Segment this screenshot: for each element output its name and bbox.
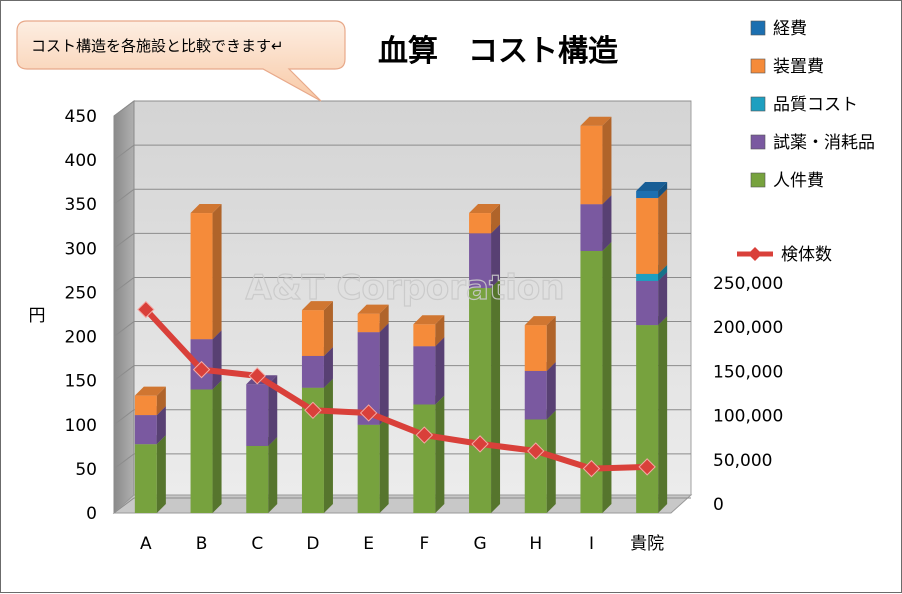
gridline xyxy=(113,232,691,249)
legend-swatch xyxy=(750,134,766,150)
y2-tick-label: 150,000 xyxy=(713,362,783,382)
x-tick-label: F xyxy=(419,534,429,554)
bar-segment xyxy=(524,410,556,513)
bar-segment xyxy=(469,204,501,234)
y2-tick-label: 200,000 xyxy=(713,318,783,338)
y-tick-label: 450 xyxy=(65,107,97,127)
x-tick-label: 貴院 xyxy=(630,534,664,554)
y2-tick-label: 250,000 xyxy=(713,274,783,294)
chart-title: 血算 コスト構造 xyxy=(378,34,618,69)
bar-segment xyxy=(246,436,278,513)
stacked-bars xyxy=(134,116,668,514)
legend-swatch xyxy=(750,96,766,112)
y2-tick-label: 50,000 xyxy=(713,451,772,471)
y-axis-secondary: 0 50,000 100,000 150,000 200,000 250,000 xyxy=(713,274,783,515)
y-tick-label: 50 xyxy=(75,460,97,480)
line-marker xyxy=(527,442,545,460)
bar-segment xyxy=(301,301,333,356)
gridline xyxy=(113,497,691,514)
bar-segment xyxy=(469,279,501,513)
bar-segment xyxy=(413,337,445,405)
plot-side-wall xyxy=(113,100,135,515)
legend-label: 経費 xyxy=(773,19,807,39)
legend-swatch xyxy=(750,20,766,36)
bar-segment xyxy=(413,315,445,347)
line-marker xyxy=(248,367,266,385)
y-tick-label: 200 xyxy=(65,328,97,348)
legend-label: 人件費 xyxy=(773,171,824,191)
y-tick-label: 300 xyxy=(65,239,97,259)
line-marker xyxy=(137,300,155,319)
bar-segment xyxy=(524,316,556,371)
bar-segment xyxy=(524,361,556,420)
legend-line-marker xyxy=(748,247,762,261)
gridline xyxy=(113,144,691,161)
line-marker xyxy=(304,401,322,420)
line-marker xyxy=(582,459,601,478)
gridline xyxy=(113,453,691,470)
bar-segment xyxy=(580,116,612,205)
gridline xyxy=(113,409,691,426)
line-marker xyxy=(359,404,378,422)
x-tick-label: A xyxy=(140,534,152,554)
legend-label: 品質コスト xyxy=(773,95,858,115)
x-tick-label: E xyxy=(363,534,374,554)
legend-label: 装置費 xyxy=(773,57,824,77)
line-marker xyxy=(471,435,489,453)
legend-label: 試薬・消耗品 xyxy=(773,133,875,153)
legend-swatch xyxy=(750,172,766,188)
y-tick-label: 350 xyxy=(65,195,97,215)
y-axis-primary: 0 50 100 150 200 250 300 350 400 450 xyxy=(65,107,97,524)
x-tick-label: I xyxy=(589,534,594,554)
bar-segment xyxy=(190,380,222,513)
y2-tick-label: 100,000 xyxy=(713,407,783,427)
y-tick-label: 0 xyxy=(86,504,97,524)
line-marker xyxy=(638,458,656,476)
gridline xyxy=(113,276,691,293)
y-tick-label: 150 xyxy=(65,372,97,392)
gridline xyxy=(113,188,691,205)
bar-segment xyxy=(636,189,668,274)
gridline xyxy=(113,365,691,382)
line-marker xyxy=(192,360,211,379)
line-path xyxy=(142,306,651,472)
callout-text: コスト構造を各施設と比較できます↵ xyxy=(31,37,284,55)
bar-segment xyxy=(357,304,389,333)
gridline xyxy=(113,100,691,117)
line-marker xyxy=(415,426,434,444)
watermark-text: A&T Corporation xyxy=(246,268,565,308)
bar-segment xyxy=(636,316,668,513)
bar-segment xyxy=(134,386,166,416)
legend-label: 検体数 xyxy=(781,245,832,265)
x-tick-label: B xyxy=(196,534,208,554)
y2-tick-label: 0 xyxy=(713,495,724,515)
x-axis-categories: A B C D E F G H I 貴院 xyxy=(140,534,664,554)
line-series-sample-count xyxy=(137,300,656,478)
callout-bubble: コスト構造を各施設と比較できます↵ xyxy=(16,20,346,102)
bar-segment xyxy=(134,435,166,513)
gridlines xyxy=(113,100,691,514)
x-tick-label: H xyxy=(529,534,542,554)
bar-segment xyxy=(301,378,333,513)
y-tick-label: 100 xyxy=(65,416,97,436)
x-tick-label: C xyxy=(251,534,263,554)
x-tick-label: D xyxy=(306,534,319,554)
x-tick-label: G xyxy=(473,534,486,554)
bar-segment xyxy=(636,181,668,199)
bar-segment xyxy=(413,395,445,513)
legend-swatch xyxy=(750,58,766,74)
gridline xyxy=(113,321,691,337)
y-tick-label: 400 xyxy=(65,151,97,171)
y-axis-label: 円 xyxy=(29,306,46,326)
bar-segment xyxy=(357,415,389,513)
y-tick-label: 250 xyxy=(65,283,97,303)
bar-segment xyxy=(190,204,222,340)
